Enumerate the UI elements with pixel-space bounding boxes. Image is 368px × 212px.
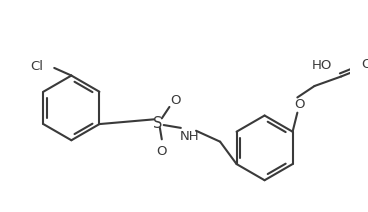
Text: O: O [170,94,180,107]
Text: S: S [153,116,163,131]
Text: Cl: Cl [30,60,43,74]
Text: HO: HO [312,59,332,72]
Text: O: O [156,145,167,158]
Text: O: O [294,98,304,111]
Text: NH: NH [180,130,199,143]
Text: O: O [362,58,368,71]
